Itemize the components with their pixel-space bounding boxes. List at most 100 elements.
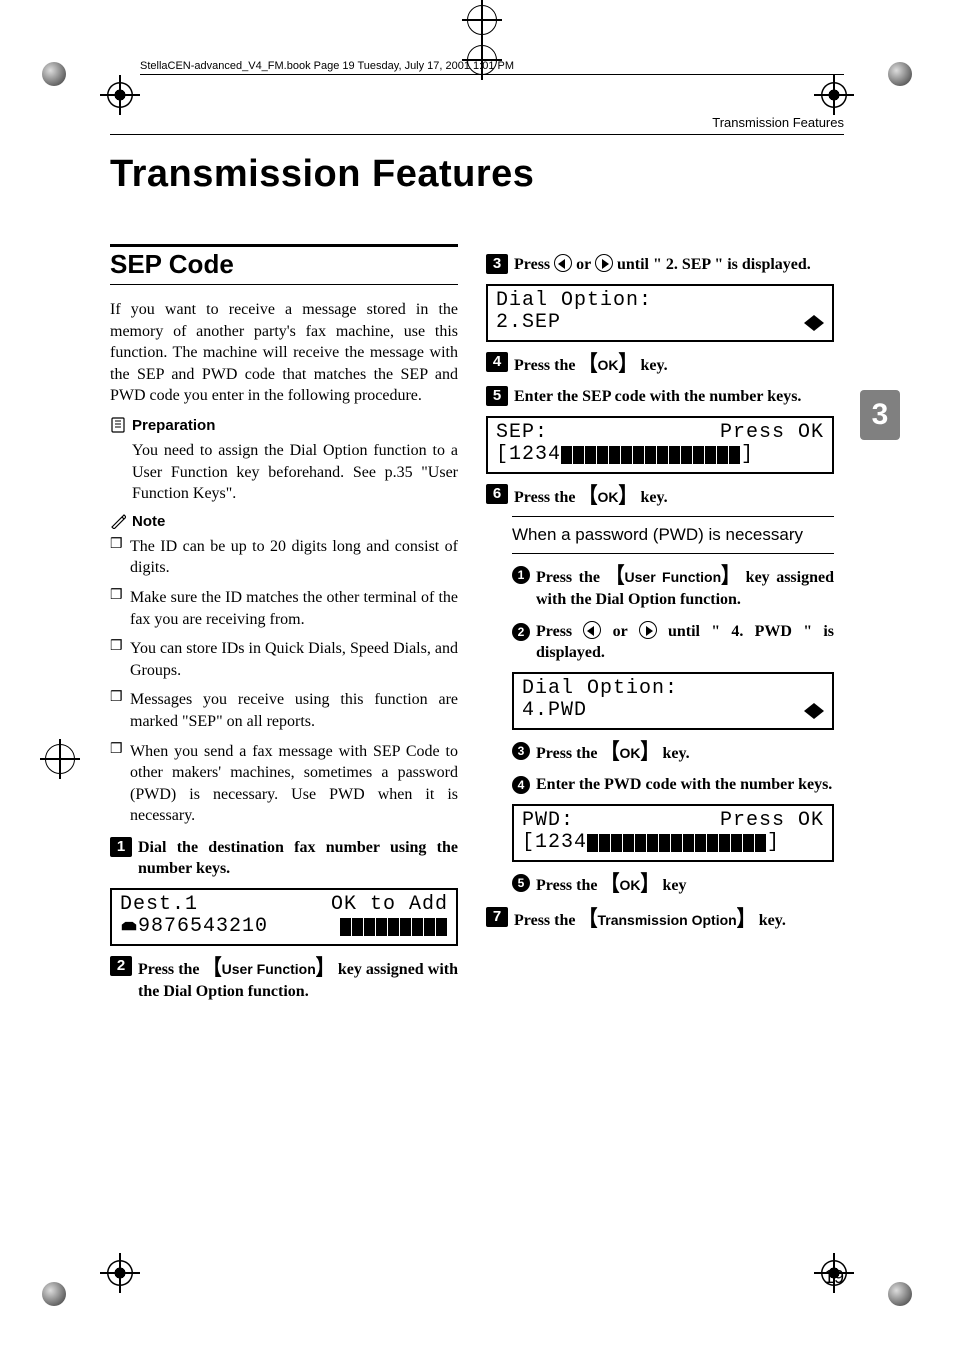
step-text: Dial the destination fax number using th…	[138, 837, 458, 880]
bullet-icon: ❒	[110, 741, 130, 827]
step-number-icon: 5	[486, 386, 508, 406]
right-column: 3 Press or until " 2. SEP " is displayed…	[486, 244, 834, 1010]
step-2: 2 Press the 【User Function】 key assigned…	[110, 956, 458, 1002]
lcd-text: [1234	[522, 832, 587, 854]
step-number-icon: 7	[486, 907, 508, 927]
left-column: SEP Code If you want to receive a messag…	[110, 244, 458, 1010]
page-number: 19	[824, 1267, 844, 1288]
lcd-display-sep-entry: SEP: Press OK [1234]	[486, 416, 834, 474]
reg-ball-tl	[42, 62, 66, 86]
step-text-fragment: key.	[636, 489, 667, 506]
preparation-label: Preparation	[132, 417, 215, 434]
bullet-icon: ❒	[110, 689, 130, 732]
step-text-fragment: or	[601, 623, 638, 640]
substep-1: 1 Press the 【User Function】 key assigned…	[512, 564, 834, 610]
chapter-tab: 3	[860, 390, 900, 440]
step-text: Enter the SEP code with the number keys.	[514, 386, 834, 408]
step-text: Press the 【Transmission Option】 key.	[514, 907, 834, 932]
note-item: ❒When you send a fax message with SEP Co…	[110, 741, 458, 827]
subsection-title: When a password (PWD) is necessary	[512, 516, 834, 554]
step-text-fragment: Press the	[514, 489, 579, 506]
step-text: Press or until " 4. PWD " is displayed.	[536, 621, 834, 664]
note-item: ❒The ID can be up to 20 digits long and …	[110, 536, 458, 579]
step-text: Press the 【OK】 key.	[536, 740, 834, 765]
lcd-text: Press OK	[720, 810, 824, 832]
right-arrow-key-icon	[595, 254, 613, 272]
key-bracket-icon: 【	[607, 562, 625, 591]
key-bracket-icon: 【	[601, 870, 619, 899]
step-number-icon: 4	[486, 352, 508, 372]
lcd-text: ]	[741, 444, 754, 466]
substep-2: 2 Press or until " 4. PWD " is displayed…	[512, 621, 834, 664]
right-arrow-key-icon	[639, 621, 657, 639]
key-bracket-icon: 【	[579, 904, 597, 933]
reg-ball-br	[888, 1282, 912, 1306]
telephone-icon	[120, 919, 138, 933]
step-text-fragment: Press	[536, 623, 583, 640]
crop-mark-bottom	[462, 0, 502, 40]
preparation-heading: Preparation	[110, 417, 458, 434]
bullet-icon: ❒	[110, 587, 130, 630]
step-number-icon: 2	[110, 956, 132, 976]
key-bracket-icon: 】	[640, 737, 658, 766]
note-heading: Note	[110, 513, 458, 530]
step-4: 4 Press the 【OK】 key.	[486, 352, 834, 377]
preparation-text: You need to assign the Dial Option funct…	[132, 440, 458, 505]
lcd-text: OK to Add	[331, 894, 448, 916]
preparation-icon	[110, 417, 126, 433]
note-item: ❒Make sure the ID matches the other term…	[110, 587, 458, 630]
key-label: User Function	[625, 569, 722, 585]
bullet-icon: ❒	[110, 638, 130, 681]
lcd-display-dial-option-sep: Dial Option: 2.SEP	[486, 284, 834, 342]
step-text: Press the 【User Function】 key assigned w…	[138, 956, 458, 1002]
lcd-text: Dest.1	[120, 894, 198, 916]
substep-3: 3 Press the 【OK】 key.	[512, 740, 834, 765]
step-text-fragment: or	[572, 256, 595, 273]
step-text-fragment: key.	[636, 357, 667, 374]
lcd-cursor-blocks	[587, 834, 767, 852]
lcd-text: SEP:	[496, 422, 548, 444]
key-bracket-icon: 】	[737, 904, 755, 933]
key-label: OK	[597, 357, 618, 373]
step-text-fragment: Press the	[536, 569, 607, 586]
step-text-fragment: Press the	[138, 961, 204, 978]
key-bracket-icon: 【	[204, 954, 222, 983]
step-text: Press the 【OK】 key	[536, 872, 834, 897]
note-text: The ID can be up to 20 digits long and c…	[130, 536, 458, 579]
step-text-fragment: Press	[514, 256, 554, 273]
step-text-fragment: Press the	[536, 745, 601, 762]
substep-4: 4 Enter the PWD code with the number key…	[512, 774, 834, 796]
step-text-fragment: key	[658, 877, 686, 894]
chapter-title: Transmission Features	[110, 153, 844, 196]
pwd-subsection: When a password (PWD) is necessary 1 Pre…	[512, 516, 834, 896]
left-arrow-key-icon	[583, 621, 601, 639]
key-label: OK	[619, 877, 640, 893]
lcd-text: 2.SEP	[496, 312, 561, 334]
step-number-icon: 3	[486, 254, 508, 274]
key-bracket-icon: 】	[618, 481, 636, 510]
note-text: When you send a fax message with SEP Cod…	[130, 741, 458, 827]
lcd-text: 4.PWD	[522, 700, 587, 722]
step-5: 5 Enter the SEP code with the number key…	[486, 386, 834, 408]
step-text-fragment: Press the	[514, 357, 579, 374]
key-label: OK	[619, 745, 640, 761]
note-item: ❒Messages you receive using this functio…	[110, 689, 458, 732]
step-number-icon: 6	[486, 484, 508, 504]
key-label: User Function	[222, 961, 316, 977]
lcd-cursor-blocks	[561, 446, 741, 464]
step-3: 3 Press or until " 2. SEP " is displayed…	[486, 254, 834, 276]
print-header-line: StellaCEN-advanced_V4_FM.book Page 19 Tu…	[140, 60, 844, 75]
lcd-text: ]	[767, 832, 780, 854]
step-text-fragment: Press the	[536, 877, 601, 894]
crop-mark-left	[40, 739, 80, 779]
substep-number-icon: 2	[512, 623, 530, 641]
key-bracket-icon: 【	[579, 349, 597, 378]
substep-number-icon: 5	[512, 874, 530, 892]
note-text: Messages you receive using this function…	[130, 689, 458, 732]
step-text: Press the 【OK】 key.	[514, 484, 834, 509]
step-6: 6 Press the 【OK】 key.	[486, 484, 834, 509]
section-title-sep-code: SEP Code	[110, 244, 458, 285]
lcd-text: [1234	[496, 444, 561, 466]
step-text: Press the 【OK】 key.	[514, 352, 834, 377]
lcd-text: Dial Option:	[522, 678, 824, 700]
